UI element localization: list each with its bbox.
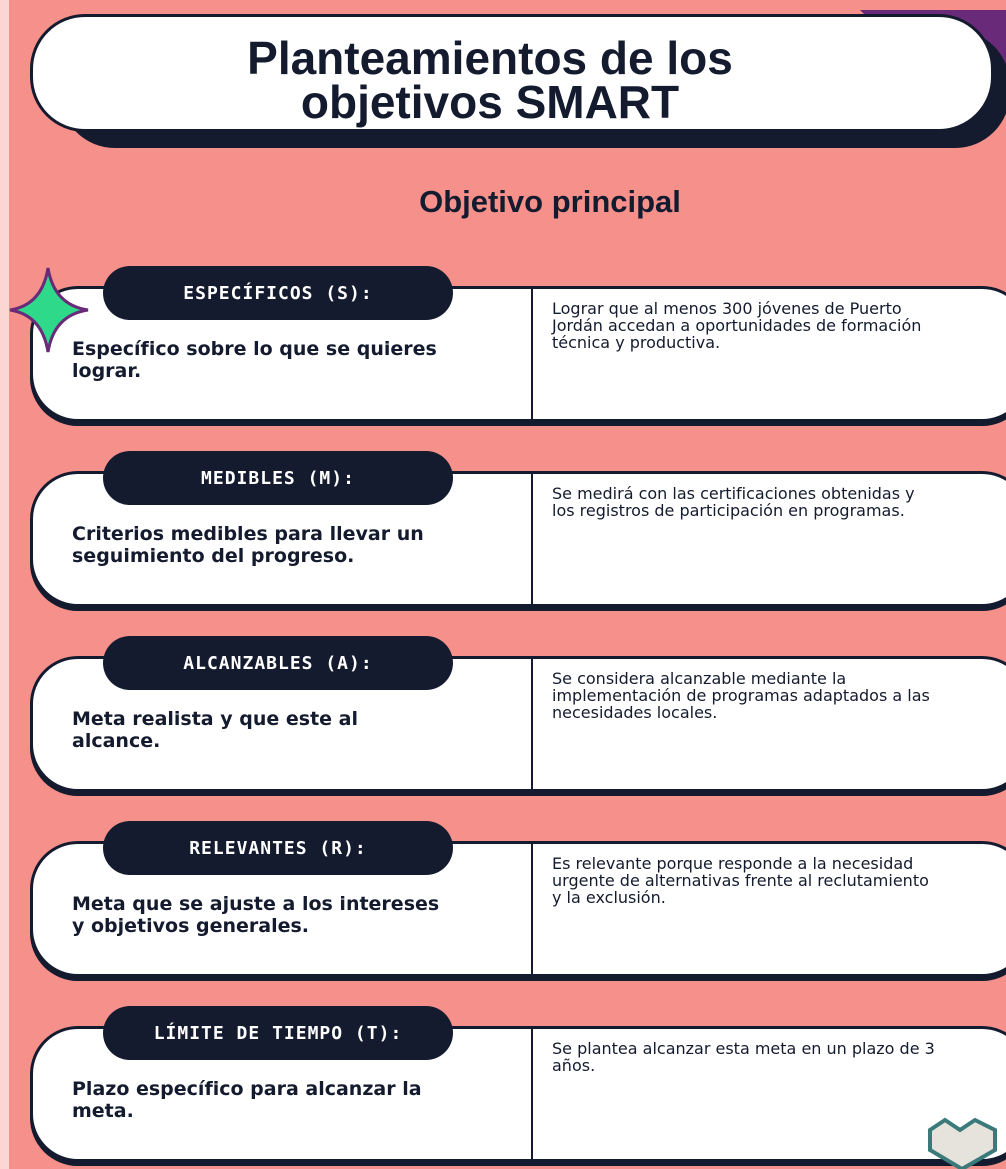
card-detail: Se medirá con las certificaciones obteni… [552,484,915,520]
card-label: MEDIBLES (M): [103,451,453,505]
card-label: RELEVANTES (R): [103,821,453,875]
divider [531,844,533,974]
card-description: Meta que se ajuste a los intereses y obj… [72,893,440,937]
card-label: ALCANZABLES (A): [103,636,453,690]
title-box [30,14,994,132]
card-label: ESPECÍFICOS (S): [103,266,453,320]
card-label: LÍMITE DE TIEMPO (T): [103,1006,453,1060]
card-description: Criterios medibles para llevar un seguim… [72,523,424,567]
divider [531,474,533,604]
card-description: Meta realista y que este al alcance. [72,708,358,752]
left-strip [0,0,9,1169]
card-detail: Se plantea alcanzar esta meta en un plaz… [552,1039,935,1075]
divider [531,659,533,789]
card-detail: Se considera alcanzable mediante la impl… [552,669,930,722]
card-description: Plazo específico para alcanzar la meta. [72,1078,422,1122]
divider [531,289,533,419]
card-description: Específico sobre lo que se quieres logra… [72,338,437,382]
divider [531,1029,533,1159]
title: Planteamientos de los objetivos SMART [247,32,733,128]
card-detail: Lograr que al menos 300 jóvenes de Puert… [552,299,922,352]
card-detail: Es relevante porque responde a la necesi… [552,854,929,907]
subtitle: Objetivo principal [419,184,681,219]
